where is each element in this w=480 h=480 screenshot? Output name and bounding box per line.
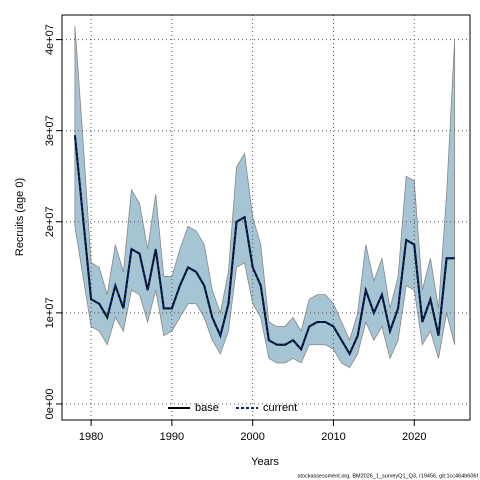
line <box>73 135 455 357</box>
x-axis-label: Years <box>251 456 279 468</box>
legend-label: current <box>263 402 297 414</box>
x-tick-label: 2000 <box>240 431 264 443</box>
x-tick-label: 2020 <box>402 431 426 443</box>
y-tick-label: 0e+00 <box>44 389 56 420</box>
legend-label: base <box>195 402 219 414</box>
y-tick-label: 2e+07 <box>44 206 56 237</box>
y-axis-label: Recruits (age 0) <box>14 178 26 256</box>
x-tick-label: 1980 <box>79 431 103 443</box>
y-tick-label: 1e+07 <box>44 297 56 328</box>
x-tick-label: 1990 <box>160 431 184 443</box>
footnote: stockassessment.org, BM2026_1_surveyQ1_Q… <box>298 473 479 479</box>
confidence-band <box>74 25 456 369</box>
x-tick-label: 2010 <box>321 431 345 443</box>
y-tick-label: 3e+07 <box>44 115 56 146</box>
plot-frame <box>61 14 471 421</box>
y-tick-label: 4e+07 <box>44 24 56 55</box>
